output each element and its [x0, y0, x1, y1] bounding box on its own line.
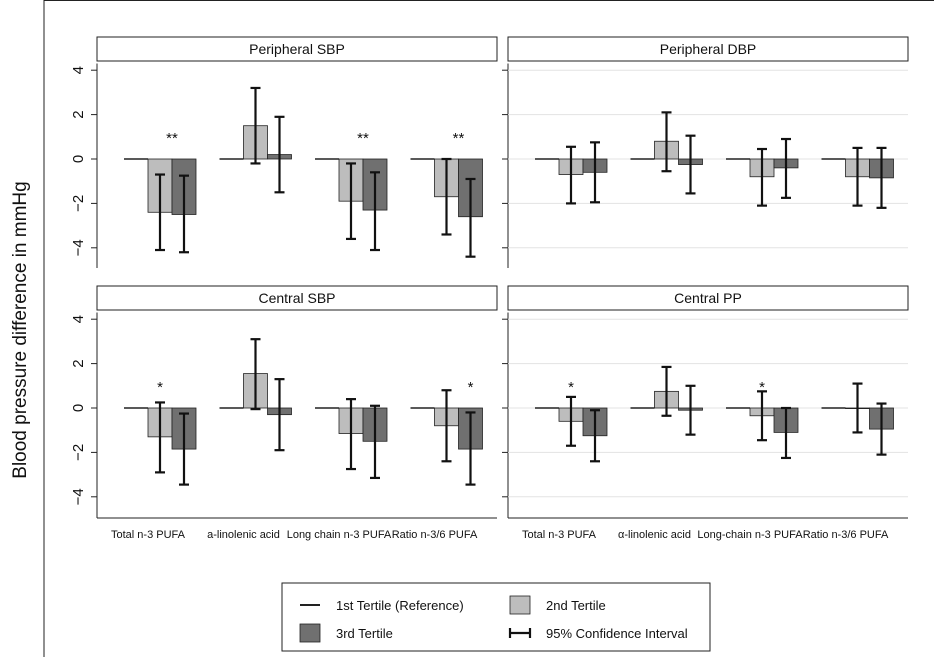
panel-3-significance-marker: * [468, 379, 474, 396]
panel-1-title: Peripheral SBP [249, 41, 345, 57]
panel-3-significance-marker: * [157, 379, 163, 396]
panel-2-title-box [507, 36, 909, 62]
legend-box [281, 582, 711, 652]
ytick-label: −4 [70, 239, 87, 256]
panel-4-xtick-label: Ratio n-3/6 PUFA [803, 529, 889, 541]
ytick-label: 4 [70, 315, 87, 323]
panel-4-xtick-label: Total n-3 PUFA [522, 529, 597, 541]
panel-4-significance-marker: * [759, 379, 765, 396]
panel-3-xtick-label: Ratio n-3/6 PUFA [392, 529, 478, 541]
panel-1-significance-marker: ** [166, 130, 178, 147]
legend-key-swatch [299, 623, 321, 643]
panel-4-xtick-label: Long-chain n-3 PUFA [697, 529, 803, 541]
panel-3-xtick-label: a-linolenic acid [207, 529, 280, 541]
legend-label: 1st Tertile (Reference) [336, 598, 464, 613]
panel-1-significance-marker: ** [357, 130, 369, 147]
legend-label: 2nd Tertile [546, 598, 606, 613]
legend-label: 95% Confidence Interval [546, 626, 688, 641]
legend-key-swatch [509, 595, 531, 615]
panel-3-xtick-label: Long chain n-3 PUFA [287, 529, 392, 541]
panel-4-title-box [507, 285, 909, 311]
legend: 1st Tertile (Reference) 2nd Tertile 3rd Te… [281, 582, 711, 652]
legend-label: 3rd Tertile [336, 626, 393, 641]
ytick-label: −4 [70, 488, 87, 505]
ytick-label: 0 [70, 404, 87, 412]
panel-4-title: Central PP [674, 290, 742, 306]
panel-3-xtick-label: Total n-3 PUFA [111, 529, 186, 541]
ytick-label: 4 [70, 66, 87, 74]
panel-1-significance-marker: ** [453, 130, 465, 147]
ytick-label: 2 [70, 110, 87, 118]
panel-3-title: Central SBP [258, 290, 335, 306]
y-axis-label: Blood pressure difference in mmHg [10, 181, 31, 478]
ytick-label: 0 [70, 155, 87, 163]
panel-4-xtick-label: α-linolenic acid [618, 529, 691, 541]
panel-3-title-box [96, 285, 498, 311]
ytick-label: 2 [70, 359, 87, 367]
panel-2-title: Peripheral DBP [660, 41, 757, 57]
ytick-label: −2 [70, 444, 87, 461]
panel-4-significance-marker: * [568, 379, 574, 396]
ytick-label: −2 [70, 195, 87, 212]
panel-1-title-box [96, 36, 498, 62]
